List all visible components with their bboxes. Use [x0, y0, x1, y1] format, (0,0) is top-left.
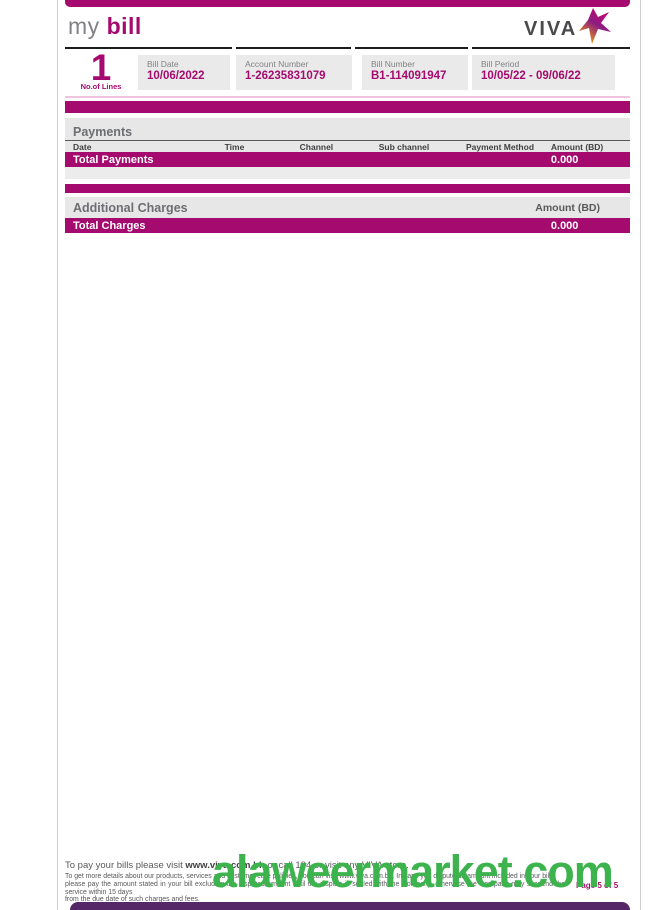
bill-period-box: Bill Period 10/05/22 - 09/06/22 — [472, 55, 615, 90]
account-number-box: Account Number 1-26235831079 — [236, 55, 352, 90]
page-right-border — [640, 0, 641, 910]
footer-smallprint-line: please pay the amount stated in your bil… — [65, 880, 565, 896]
account-number-label: Account Number — [245, 59, 309, 69]
column-payment-method: Payment Method — [466, 141, 535, 152]
summary-divider — [65, 96, 630, 98]
additional-amount-header: Amount (BD) — [535, 201, 600, 214]
lines-summary: 1 No.of Lines — [70, 47, 132, 91]
viva-star-icon — [579, 8, 612, 44]
total-payments-value: 0.000 — [550, 153, 579, 166]
bill-number-box: Bill Number B1-114091947 — [362, 55, 468, 90]
column-amount: Amount (BD) — [550, 141, 604, 152]
bill-period-value: 10/05/22 - 09/06/22 — [481, 70, 581, 82]
footer-pay-suffix: or call 124 or visit any VIVA store. — [264, 860, 409, 871]
header-rule-segment — [65, 47, 232, 49]
page-number: Page 5 of 5 — [576, 881, 619, 890]
payments-title: Payments — [73, 125, 133, 139]
bill-date-value: 10/06/2022 — [147, 70, 205, 82]
watermark-text: alaweermarket.com — [212, 846, 614, 897]
viva-logo: VIVA — [524, 8, 612, 44]
page-title: my bill — [68, 13, 142, 40]
payments-section-header: Payments — [65, 118, 630, 140]
header-rule-segment — [236, 47, 351, 49]
bill-date-box: Bill Date 10/06/2022 — [138, 55, 230, 90]
total-charges-row: Total Charges 0.000 — [65, 218, 630, 233]
lines-label: No.of Lines — [80, 82, 122, 91]
total-charges-label: Total Charges — [73, 219, 146, 232]
additional-charges-header: Additional Charges Amount (BD) — [65, 197, 630, 218]
total-charges-value: 0.000 — [550, 219, 579, 232]
title-bill: bill — [106, 13, 142, 39]
column-date: Date — [73, 141, 92, 152]
header-rule-segment — [355, 47, 468, 49]
bill-date-label: Bill Date — [147, 59, 179, 69]
bill-period-label: Bill Period — [481, 59, 520, 69]
footer-text: To pay your bills please visit www.viva.… — [65, 860, 565, 904]
total-payments-row: Total Payments 0.000 — [65, 152, 630, 167]
header-rule-segment — [472, 47, 630, 49]
payments-footer-strip — [65, 167, 630, 179]
column-channel: Channel — [299, 141, 334, 152]
account-number-value: 1-26235831079 — [245, 70, 326, 82]
section-accent-bar-thin — [65, 184, 630, 193]
footer-viva-url: www.viva.com.bh — [185, 860, 265, 871]
title-my: my — [68, 13, 100, 39]
footer-smallprint-line: To get more details about our products, … — [65, 873, 553, 880]
footer-pay-line: To pay your bills please visit www.viva.… — [65, 860, 565, 872]
total-payments-label: Total Payments — [73, 153, 154, 166]
viva-logo-text: VIVA — [524, 17, 578, 40]
bottom-accent-bar — [70, 902, 630, 910]
column-time: Time — [224, 141, 245, 152]
column-sub-channel: Sub channel — [378, 141, 430, 152]
bill-number-value: B1-114091947 — [371, 70, 447, 82]
footer-pay-prefix: To pay your bills please visit — [65, 860, 186, 871]
lines-count: 1 — [90, 47, 112, 88]
footer-smallprint-line: from the due date of such charges and fe… — [65, 896, 200, 904]
top-accent-bar — [65, 0, 630, 7]
bill-number-label: Bill Number — [371, 59, 415, 69]
section-accent-bar — [65, 101, 630, 113]
payments-table-header: Date Time Channel Sub channel Payment Me… — [65, 140, 630, 152]
additional-charges-title: Additional Charges — [73, 200, 188, 215]
page-left-border — [57, 0, 58, 910]
